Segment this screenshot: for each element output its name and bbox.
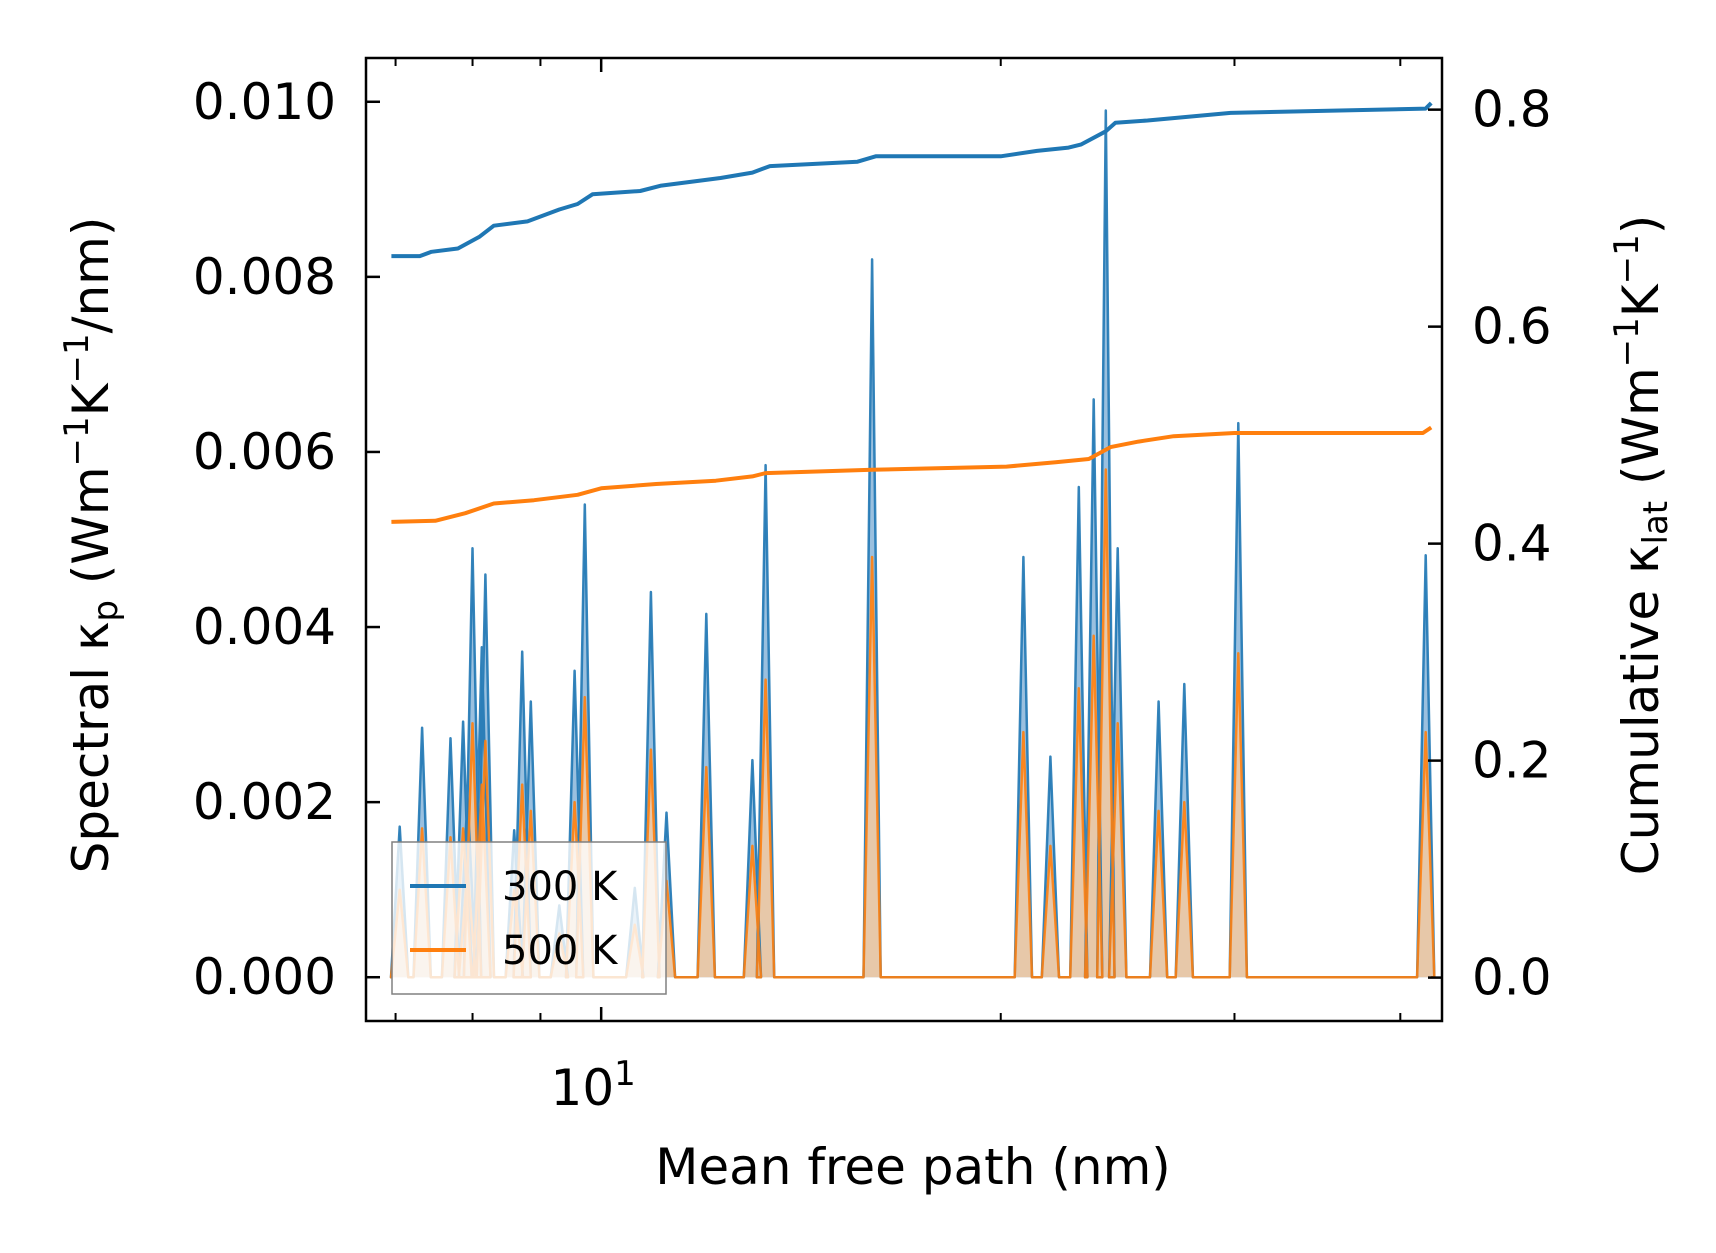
x-tick-label: 101 bbox=[551, 1054, 636, 1117]
ylabel-left-mid: K bbox=[62, 382, 120, 416]
ylabel-left-pre: Spectral κ bbox=[62, 622, 120, 874]
y-axis-left-label: Spectral κp (Wm−1K−1/nm) bbox=[57, 217, 126, 874]
y-left-tick-label: 0.000 bbox=[193, 948, 336, 1006]
legend: 300 K 500 K bbox=[391, 841, 667, 995]
ylabel-right-mid: K bbox=[1612, 283, 1670, 317]
y-right-tick-label: 0.8 bbox=[1472, 81, 1552, 139]
x-axis-label: Mean free path (nm) bbox=[655, 1138, 1171, 1196]
ylabel-right-sub: lat bbox=[1636, 501, 1676, 545]
ticks: 0.000 0.002 0.004 0.006 0.008 0.010 0.0 0.2 0.4 0… bbox=[193, 58, 1552, 1117]
cumulative-500k-line bbox=[391, 425, 1433, 524]
y-left-tick-label: 0.002 bbox=[193, 773, 336, 831]
ylabel-right-sup1: −1 bbox=[1607, 317, 1647, 367]
ylabel-left-sub: p bbox=[86, 600, 126, 622]
y-axis-right-label: Cumulative κlat (Wm−1K−1) bbox=[1607, 215, 1676, 875]
ylabel-left-sup2: −1 bbox=[57, 333, 97, 383]
plot-frame bbox=[364, 56, 1444, 1023]
ylabel-left-post: (Wm bbox=[62, 466, 120, 600]
ylabel-left-sup1: −1 bbox=[57, 416, 97, 466]
ylabel-right-end: ) bbox=[1612, 215, 1670, 235]
y-right-tick-label: 0.2 bbox=[1472, 732, 1552, 790]
y-right-tick-label: 0.0 bbox=[1472, 949, 1552, 1007]
legend-label-500k: 500 K bbox=[502, 928, 619, 974]
legend-box bbox=[391, 841, 667, 995]
legend-label-300k: 300 K bbox=[502, 864, 619, 910]
ylabel-right-sup2: −1 bbox=[1607, 234, 1647, 284]
y-left-tick-label: 0.004 bbox=[193, 598, 336, 656]
ylabel-right-pre: Cumulative κ bbox=[1612, 544, 1670, 875]
y-right-tick-label: 0.4 bbox=[1472, 515, 1552, 573]
y-left-tick-label: 0.006 bbox=[193, 423, 336, 481]
y-right-tick-label: 0.6 bbox=[1472, 298, 1552, 356]
y-left-tick-label: 0.010 bbox=[193, 73, 336, 131]
ylabel-left-end: /nm) bbox=[62, 217, 120, 334]
cumulative-300k-line bbox=[391, 101, 1433, 259]
ylabel-right-post: (Wm bbox=[1612, 367, 1670, 501]
y-left-tick-label: 0.008 bbox=[193, 248, 336, 306]
